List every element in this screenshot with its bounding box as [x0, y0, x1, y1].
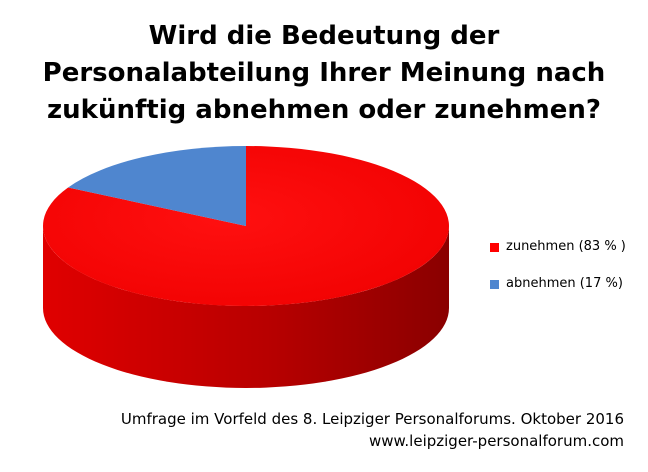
- legend-item-abnehmen: abnehmen (17 %): [490, 275, 626, 293]
- legend-swatch-abnehmen: [490, 279, 499, 289]
- footer-url: www.leipziger-personalforum.com: [368, 432, 624, 450]
- pie-slice-zunehmen: [43, 146, 450, 306]
- legend-item-zunehmen: zunehmen (83 % ): [490, 238, 626, 256]
- chart-title-line-3: zukünftig abnehmen oder zunehmen?: [47, 95, 601, 125]
- legend: zunehmen (83 % ) abnehmen (17 %): [490, 238, 626, 312]
- legend-swatch-zunehmen: [490, 242, 499, 252]
- pie-slice-abnehmen: [68, 146, 246, 226]
- chart-title-line-2: Personalabteilung Ihrer Meinung nach: [42, 58, 606, 88]
- chart-title-line-1: Wird die Bedeutung der: [148, 21, 500, 51]
- footer-source-line: Umfrage im Vorfeld des 8. Leipziger Pers…: [120, 410, 624, 428]
- legend-label-abnehmen: abnehmen (17 %): [506, 276, 623, 291]
- pie-side-zunehmen: [43, 226, 449, 388]
- footer: Umfrage im Vorfeld des 8. Leipziger Pers…: [121, 408, 624, 452]
- chart-title: Wird die Bedeutung der Personalabteilung…: [0, 18, 648, 129]
- legend-label-zunehmen: zunehmen (83 % ): [506, 239, 626, 254]
